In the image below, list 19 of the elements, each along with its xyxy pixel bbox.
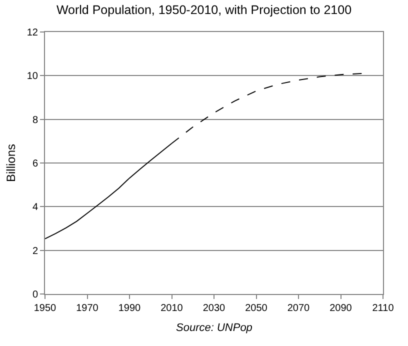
source-note: Source: UNPop bbox=[176, 322, 252, 334]
y-tick-label: 2 bbox=[32, 246, 38, 257]
y-axis-title: Billions bbox=[4, 144, 18, 182]
x-tick-label: 2010 bbox=[160, 303, 184, 314]
y-tick-label: 0 bbox=[32, 290, 38, 300]
x-tick-label: 2050 bbox=[245, 303, 268, 314]
y-tick-label: 4 bbox=[32, 202, 38, 214]
x-tick-label: 1990 bbox=[118, 303, 142, 314]
x-tick-label: 2070 bbox=[287, 303, 310, 314]
x-tick-label: 1950 bbox=[34, 303, 57, 314]
y-tick-label: 6 bbox=[32, 158, 38, 170]
y-tick-label: 10 bbox=[26, 71, 38, 82]
y-tick-label: 8 bbox=[32, 114, 38, 126]
chart-title: World Population, 1950-2010, with Projection to 2100 bbox=[56, 2, 352, 17]
x-tick-label: 1970 bbox=[76, 303, 99, 314]
x-tick-label: 2090 bbox=[330, 303, 352, 314]
x-tick-label: 2030 bbox=[202, 303, 226, 314]
x-tick-label: 2110 bbox=[372, 303, 394, 314]
y-tick-label: 12 bbox=[26, 28, 38, 38]
